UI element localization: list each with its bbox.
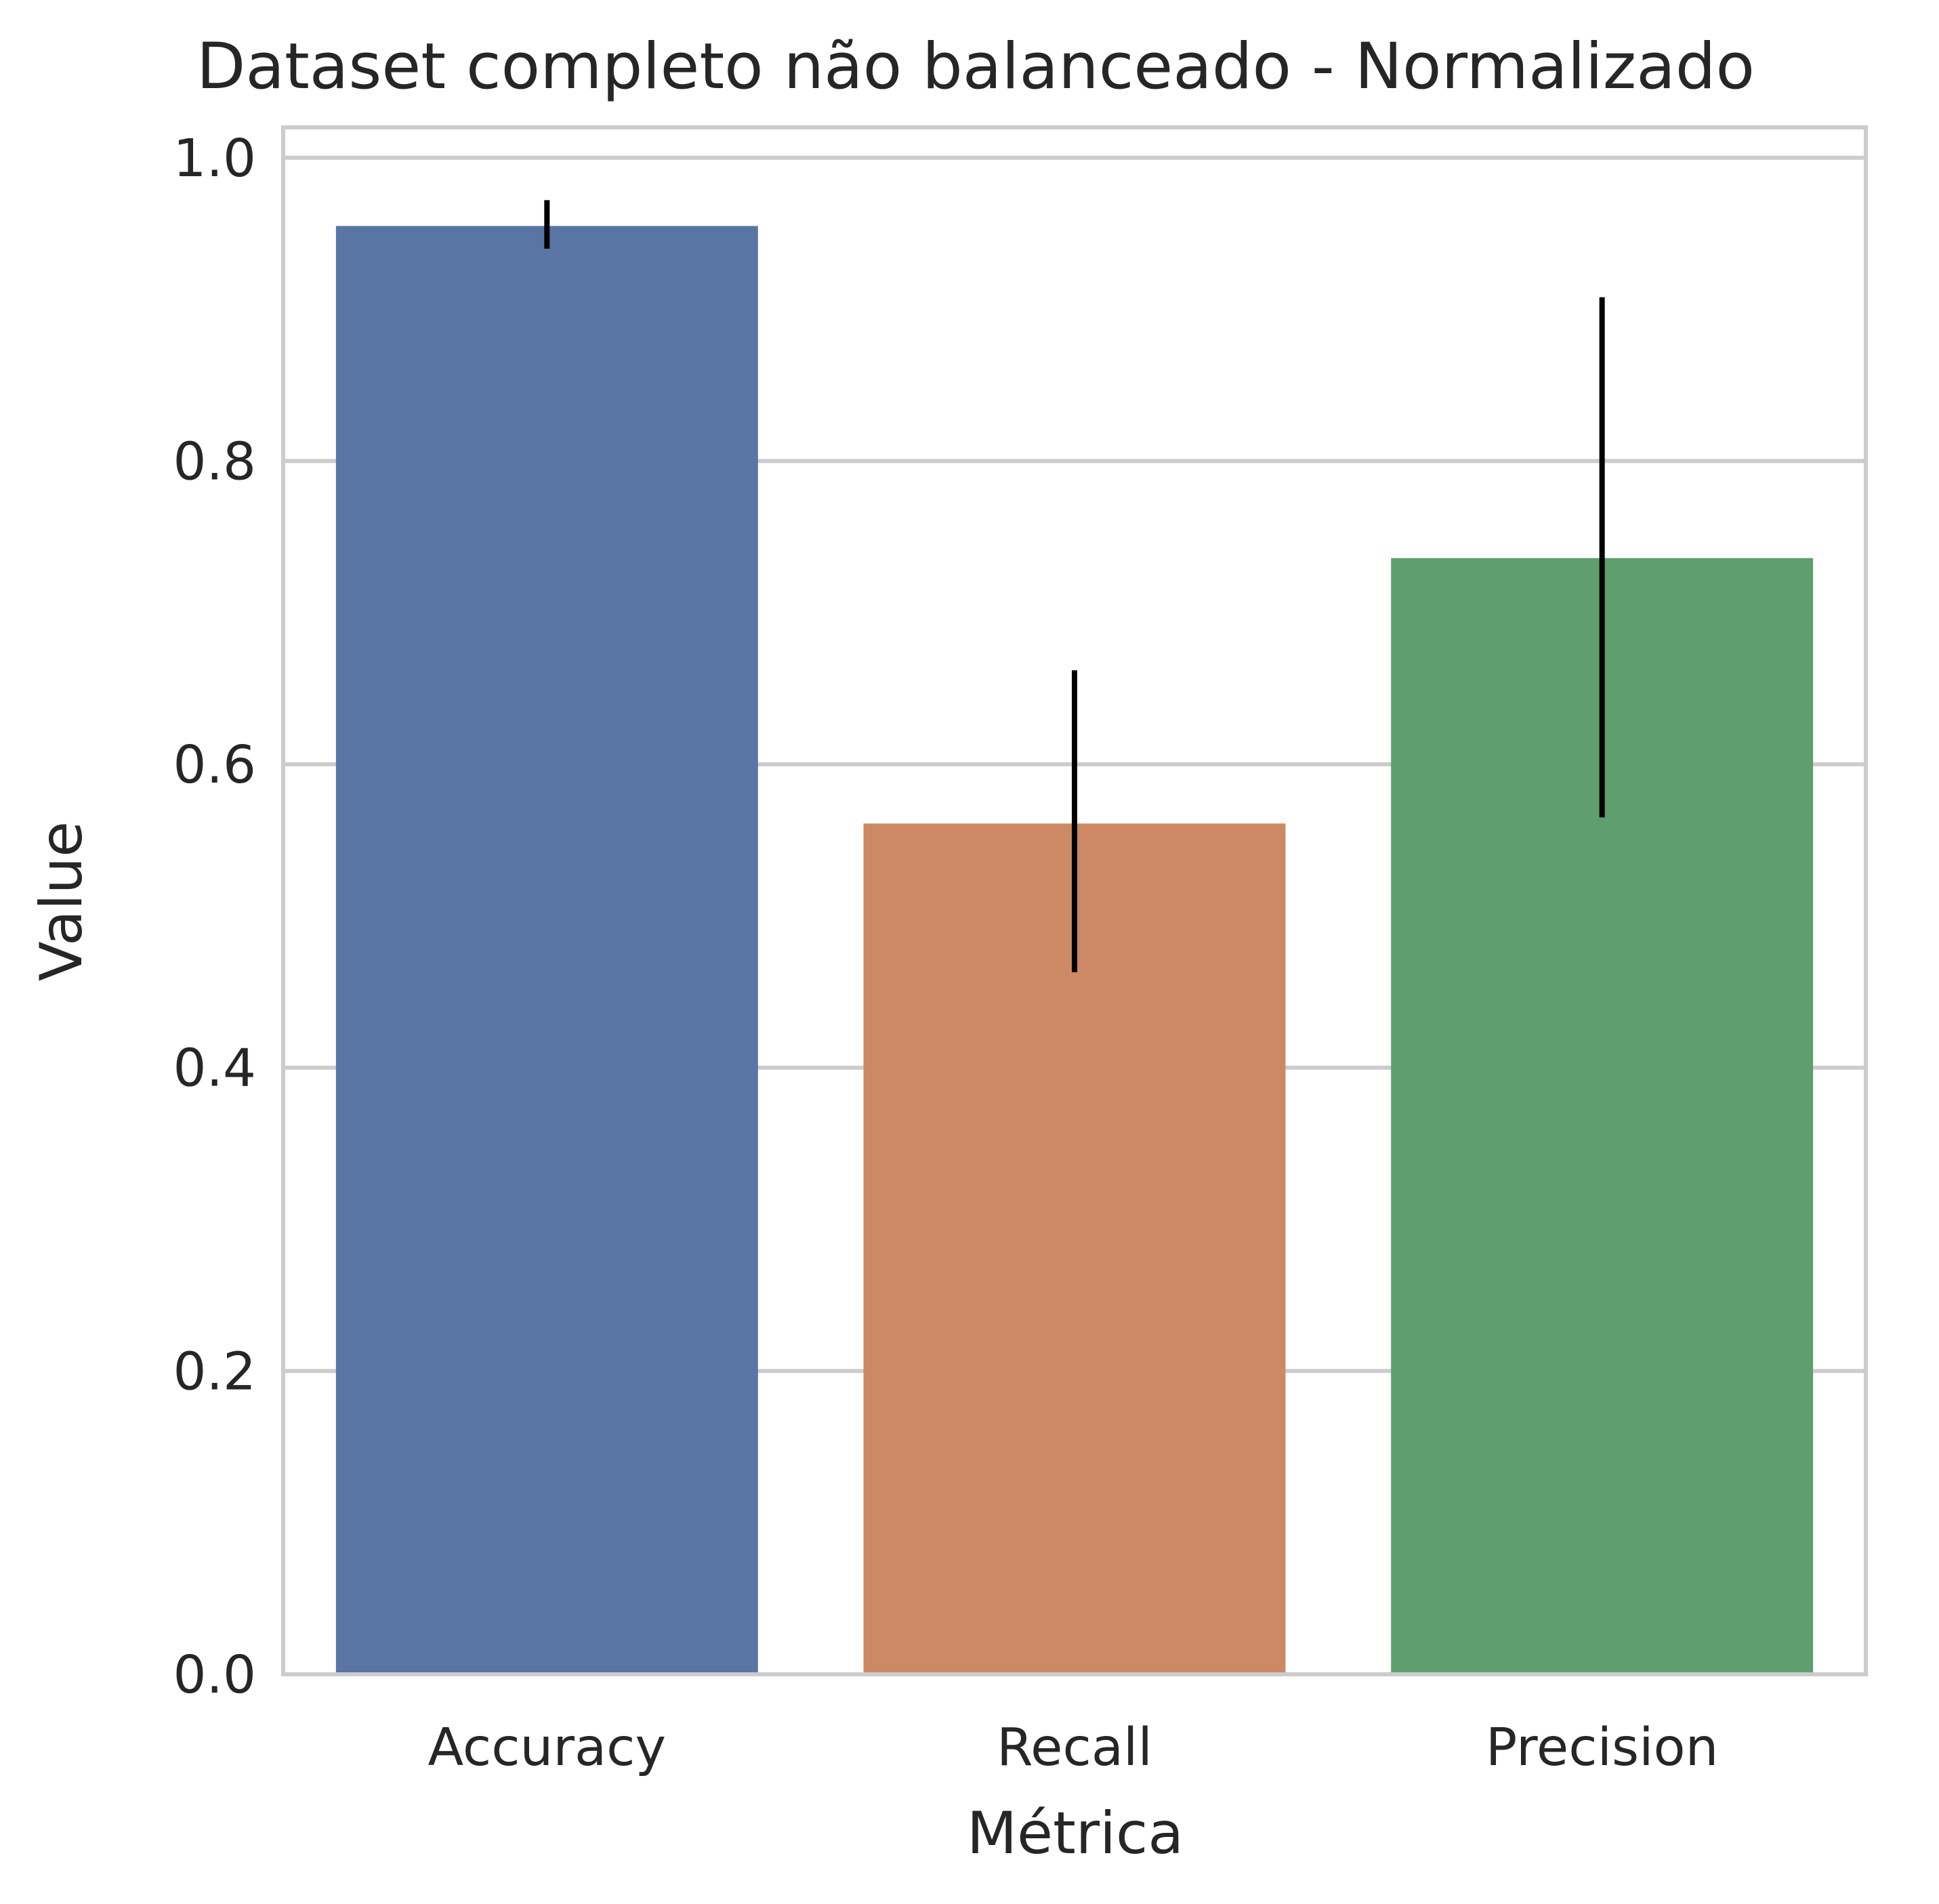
error-bars bbox=[544, 200, 1605, 972]
y-tick-label: 0.6 bbox=[173, 735, 256, 795]
x-axis-label: Métrica bbox=[967, 1800, 1184, 1867]
x-tick-labels: Accuracy Recall Precision bbox=[428, 1718, 1719, 1778]
y-tick-label: 0.2 bbox=[173, 1342, 256, 1402]
chart-title: Dataset completo não balanceado - Normal… bbox=[196, 30, 1755, 104]
y-axis-label: Value bbox=[28, 821, 96, 981]
x-tick-label: Precision bbox=[1486, 1718, 1719, 1778]
x-tick-label: Recall bbox=[997, 1718, 1152, 1778]
y-tick-label: 0.0 bbox=[173, 1645, 256, 1705]
y-tick-labels: 0.0 0.2 0.4 0.6 0.8 1.0 bbox=[173, 129, 256, 1705]
x-tick-label: Accuracy bbox=[428, 1718, 667, 1778]
y-tick-label: 1.0 bbox=[173, 129, 256, 189]
y-tick-label: 0.8 bbox=[173, 432, 256, 492]
y-tick-label: 0.4 bbox=[173, 1039, 256, 1099]
bar-accuracy bbox=[335, 226, 758, 1674]
plot-frame bbox=[281, 125, 1868, 1676]
